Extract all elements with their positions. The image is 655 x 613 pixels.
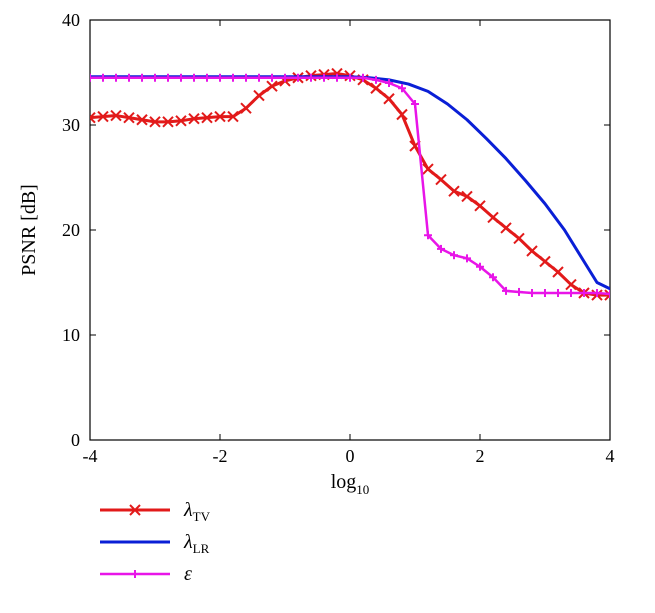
y-axis-label: PSNR [dB] — [18, 184, 40, 276]
y-tick-label: 10 — [62, 325, 80, 345]
psnr-line-chart: -4-2024010203040log10PSNR [dB]λTVλLRε — [0, 0, 655, 613]
x-tick-label: -4 — [83, 446, 98, 466]
x-tick-label: 4 — [606, 446, 615, 466]
x-tick-label: 0 — [346, 446, 355, 466]
legend-label: ε — [184, 563, 192, 585]
y-tick-label: 30 — [62, 115, 80, 135]
y-tick-label: 0 — [71, 430, 80, 450]
y-tick-label: 20 — [62, 220, 80, 240]
y-tick-label: 40 — [62, 10, 80, 30]
x-tick-label: 2 — [476, 446, 485, 466]
x-tick-label: -2 — [213, 446, 228, 466]
